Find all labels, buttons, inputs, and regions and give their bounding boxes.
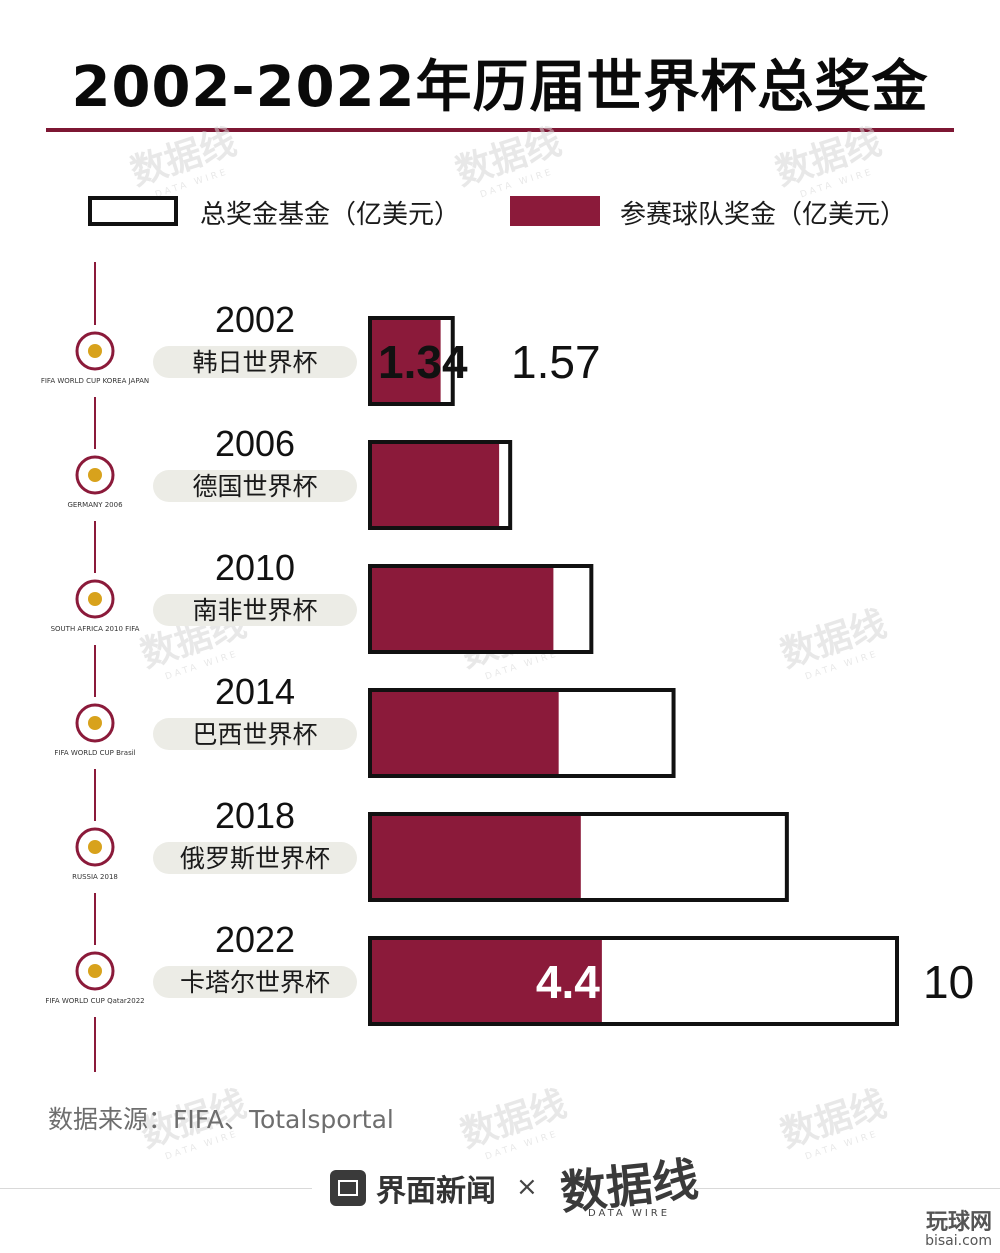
trophy-icon	[88, 344, 102, 358]
category-name: 韩日世界杯	[192, 348, 317, 377]
category-year: 2010	[215, 547, 295, 588]
category-name: 卡塔尔世界杯	[180, 968, 330, 997]
category-badge	[153, 966, 357, 998]
wc-logo-2010	[60, 573, 130, 645]
trophy-icon	[75, 703, 115, 743]
bar-team-2006	[372, 444, 500, 526]
trophy-icon	[88, 592, 102, 606]
trophy-icon	[75, 455, 115, 495]
category-name: 巴西世界杯	[192, 720, 317, 749]
bar-team-2014	[372, 692, 559, 774]
trophy-icon	[75, 331, 115, 371]
category-badge	[153, 842, 357, 874]
corner-watermark: 玩球网 bisai.com	[925, 1210, 992, 1250]
trophy-icon	[88, 840, 102, 854]
title-divider	[46, 128, 954, 132]
trophy-icon	[88, 468, 102, 482]
category-year: 2002	[215, 299, 295, 340]
trophy-icon	[88, 964, 102, 978]
bar-team-2010	[372, 568, 554, 650]
trophy-icon	[75, 951, 115, 991]
footer-divider	[690, 1188, 1000, 1189]
data-label-team-2002: 1.34	[378, 336, 468, 388]
category-year: 2018	[215, 795, 295, 836]
wc-logo-2006	[60, 449, 130, 521]
legend-swatch-total	[88, 196, 178, 226]
wc-logo-2018	[60, 821, 130, 893]
legend-label-team: 参赛球队奖金（亿美元）	[620, 200, 907, 230]
wc-logo-2002	[60, 325, 130, 397]
trophy-icon	[75, 827, 115, 867]
bar-team-2022	[372, 940, 602, 1022]
logo-caption: GERMANY 2006	[67, 501, 123, 509]
bar-team-2018	[372, 816, 581, 898]
trophy-icon	[75, 579, 115, 619]
wc-logo-2014	[60, 697, 130, 769]
logo-caption: FIFA WORLD CUP Qatar2022	[45, 997, 144, 1005]
brand-separator: ×	[516, 1172, 538, 1202]
category-badge	[153, 594, 357, 626]
category-year: 2014	[215, 671, 295, 712]
wc-logo-2022	[60, 945, 130, 1017]
legend-swatch-team	[510, 196, 600, 226]
logo-caption: FIFA WORLD CUP KOREA JAPAN	[41, 377, 149, 385]
jiemian-logo-icon	[330, 1170, 366, 1206]
category-year: 2006	[215, 423, 295, 464]
data-label-total-2022: 10	[923, 956, 974, 1008]
brand-jiemian-label: 界面新闻	[376, 1174, 496, 1209]
source-note: 数据来源：FIFA、Totalsportal	[48, 1105, 394, 1134]
logo-caption: RUSSIA 2018	[72, 873, 118, 881]
category-name: 南非世界杯	[192, 596, 317, 625]
bar-team-2002	[372, 320, 441, 402]
footer-divider	[0, 1188, 312, 1189]
legend-label-total: 总奖金基金（亿美元）	[200, 200, 461, 230]
data-label-total-2002: 1.57	[511, 336, 601, 388]
brand-datawire-sub: DATA WIRE	[588, 1208, 671, 1219]
category-badge	[153, 346, 357, 378]
category-name: 俄罗斯世界杯	[180, 844, 330, 873]
trophy-icon	[88, 716, 102, 730]
category-year: 2022	[215, 919, 295, 960]
logo-caption: FIFA WORLD CUP Brasil	[54, 749, 135, 757]
logo-caption: SOUTH AFRICA 2010 FIFA	[51, 625, 140, 633]
data-label-team-2022: 4.4	[536, 956, 600, 1008]
category-name: 德国世界杯	[192, 472, 317, 501]
category-badge	[153, 470, 357, 502]
brand-jiemian: 界面新闻	[330, 1166, 496, 1210]
category-badge	[153, 718, 357, 750]
chart-title: 2002-2022年历届世界杯总奖金	[71, 55, 929, 120]
